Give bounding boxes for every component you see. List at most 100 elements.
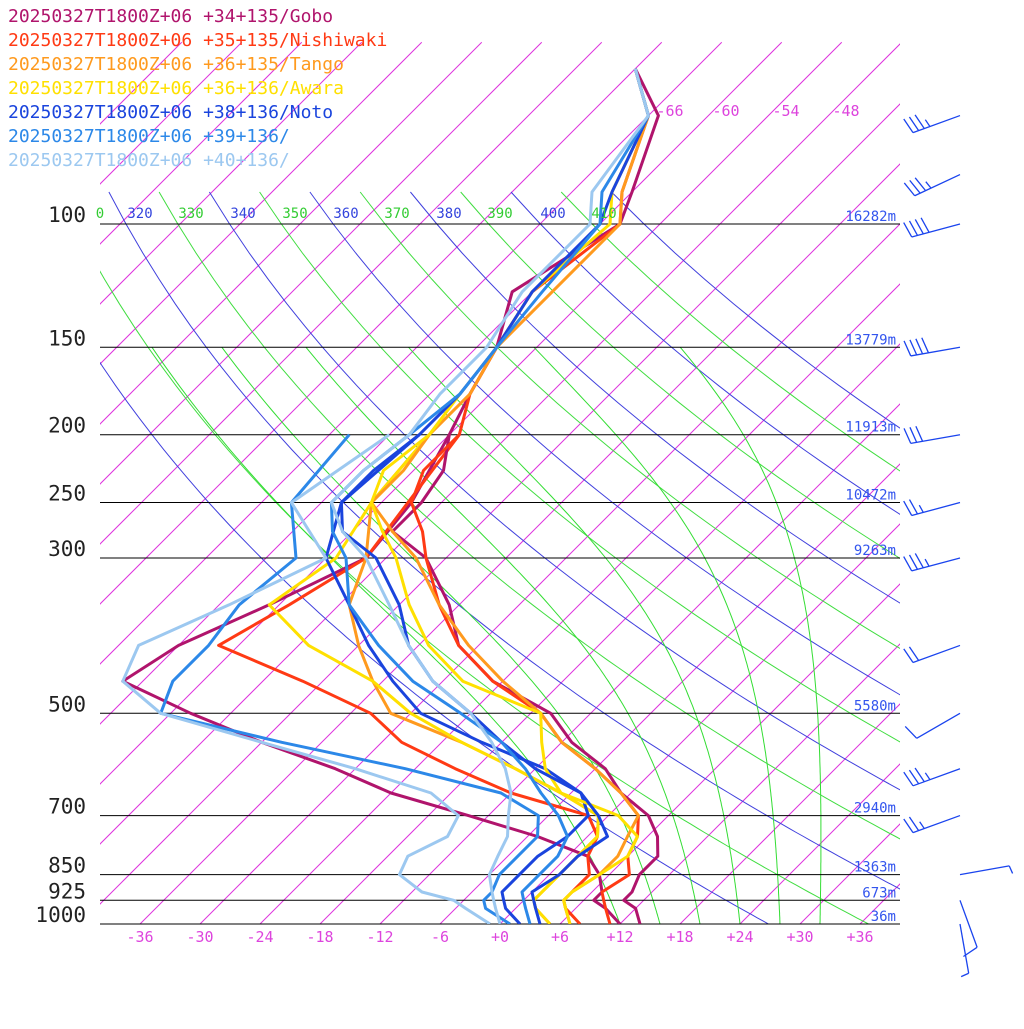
wind-barb-half-flag (925, 559, 929, 566)
wind-barb-half-flag (925, 773, 930, 780)
wind-barb-flag (905, 726, 916, 738)
pressure-label: 250 (48, 482, 86, 506)
isotherm-line (620, 42, 1024, 924)
theta-label: 330 (178, 206, 203, 222)
height-label: 16282m (845, 209, 896, 225)
wind-barb-flag (904, 501, 912, 515)
isotherm-line (260, 42, 1024, 924)
wind-barb (904, 645, 960, 662)
wind-barb-flag (909, 500, 917, 514)
wind-barb (904, 553, 960, 571)
pressure-label: 1000 (35, 903, 86, 927)
isotherm-line (380, 42, 1024, 924)
x-tick-label: -24 (246, 928, 273, 946)
upper-temp-label: -66 (656, 102, 683, 120)
legend-entry: 20250327T1800Z+06 +40+136/ (8, 150, 290, 171)
moist-adiabat-line (222, 347, 660, 924)
wind-barb (904, 768, 960, 786)
wind-barb-staff (913, 116, 960, 133)
wind-barb-flag (921, 218, 929, 232)
wind-barb-flag (916, 339, 923, 354)
x-tick-label: -18 (306, 928, 333, 946)
upper-temp-label: -48 (832, 102, 859, 120)
dewpoint-line (269, 435, 598, 924)
wind-barb-flag (916, 426, 923, 441)
wind-barb-half-flag (926, 182, 931, 188)
wind-barb-half-flag (961, 973, 969, 976)
wind-barb (904, 816, 960, 833)
wind-barbs (904, 115, 1013, 977)
wind-barb-staff (911, 347, 960, 356)
theta-label: 370 (384, 206, 409, 222)
isotherm-line (0, 42, 302, 924)
theta-label: 350 (282, 206, 307, 222)
wind-barb-flag (922, 338, 929, 353)
legend-entry: 20250327T1800Z+06 +35+135/Nishiwaki (8, 30, 387, 51)
x-tick-label: -36 (126, 928, 153, 946)
wind-barb-flag (904, 428, 911, 443)
isotherm-line (860, 42, 1024, 924)
wet-adiabat-lines (152, 347, 821, 924)
height-label: 13779m (845, 332, 896, 348)
wind-barb (905, 713, 960, 738)
pressure-label: 500 (48, 692, 86, 716)
wind-barb-flag (909, 221, 917, 235)
x-tick-label: +6 (551, 928, 569, 946)
wind-barb (904, 175, 960, 196)
x-tick-label: -6 (431, 928, 449, 946)
theta-label: 360 (333, 206, 358, 222)
x-tick-label: -12 (366, 928, 393, 946)
pressure-label: 200 (48, 414, 86, 438)
x-tick-label: +12 (606, 928, 633, 946)
wind-barb-flag (915, 553, 923, 567)
pressure-label: 150 (48, 326, 86, 350)
wind-barb-flag (909, 555, 917, 569)
theta-label: 410 (591, 206, 616, 222)
wind-barb-flag (910, 340, 917, 355)
wind-barb (904, 500, 960, 516)
isotherm-line (80, 42, 962, 924)
wind-barb-staff (911, 435, 960, 444)
x-tick-label: +0 (491, 928, 509, 946)
moist-adiabat-line (152, 347, 620, 924)
theta-label: 380 (436, 206, 461, 222)
isotherm-line (0, 42, 662, 924)
isotherm-line (800, 42, 1024, 924)
theta-label: 0 (96, 206, 104, 222)
wind-barb-flag (904, 223, 912, 237)
x-tick-label: +18 (666, 928, 693, 946)
x-tick-label: +36 (846, 928, 873, 946)
wind-barb (904, 338, 960, 356)
wind-barb-half-flag (1009, 866, 1012, 874)
isotherm-line (980, 42, 1024, 924)
wind-barb-staff (913, 769, 960, 786)
legend-entry: 20250327T1800Z+06 +34+135/Gobo (8, 6, 333, 27)
wind-barb-half-flag (919, 505, 923, 512)
height-label: 5580m (854, 698, 896, 714)
height-label: 1363m (854, 860, 896, 876)
theta-label: 320 (127, 206, 152, 222)
height-label: 11913m (845, 420, 896, 436)
pressure-label: 100 (48, 203, 86, 227)
wind-barb-staff (913, 816, 960, 833)
wind-barb (904, 426, 960, 443)
x-tick-label: -30 (186, 928, 213, 946)
height-label: 9263m (854, 543, 896, 559)
legend-entry: 20250327T1800Z+06 +36+135/Tango (8, 54, 344, 75)
x-tick-label: +30 (786, 928, 813, 946)
legend: 20250327T1800Z+06 +34+135/Gobo 20250327T1… (8, 6, 387, 171)
pressure-label: 850 (48, 854, 86, 878)
dewpoint-line (123, 435, 490, 924)
wind-barb-staff (912, 503, 960, 516)
wind-barb-staff (917, 713, 960, 738)
dewpoint-line (326, 435, 588, 924)
wind-barb (960, 866, 1013, 875)
wind-barb (904, 218, 960, 237)
isotherm-line (20, 42, 902, 924)
pressure-label: 300 (48, 537, 86, 561)
pressure-label: 700 (48, 795, 86, 819)
height-label: 10472m (845, 488, 896, 504)
wind-barb (960, 924, 969, 977)
